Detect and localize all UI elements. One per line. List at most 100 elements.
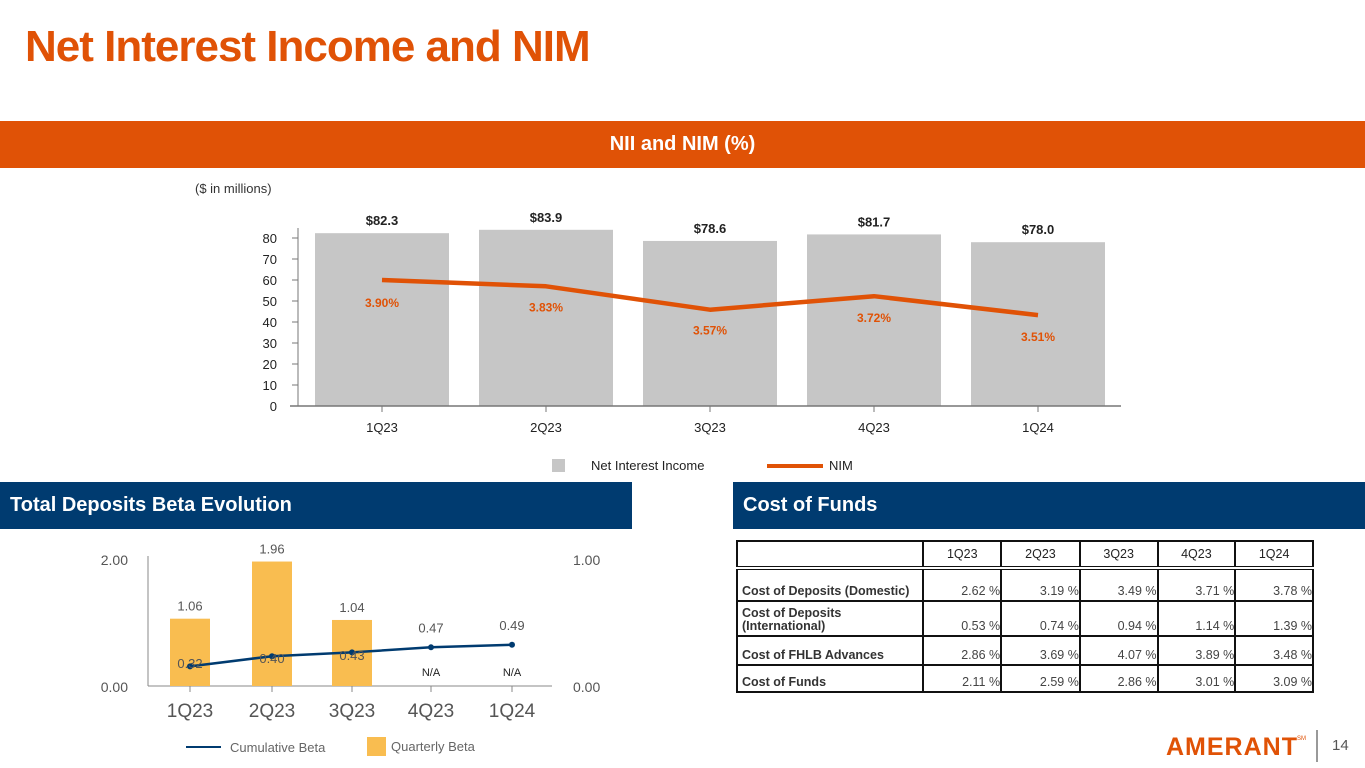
beta-section-header: Total Deposits Beta Evolution xyxy=(0,482,632,529)
cumulative-beta-point xyxy=(349,649,355,656)
y-tick-label: 40 xyxy=(263,315,277,330)
column-header: 2Q23 xyxy=(1000,540,1081,570)
y-tick-label: 10 xyxy=(263,378,277,393)
cell-value: 4.07 % xyxy=(1078,635,1159,666)
x-tick-label: 4Q23 xyxy=(858,420,890,435)
y-tick-label: 30 xyxy=(263,336,277,351)
cumulative-beta-label: 0.47 xyxy=(418,620,443,635)
row-label: Cost of Funds xyxy=(735,664,925,693)
legend-swatch-nii xyxy=(552,459,565,472)
column-header: 1Q23 xyxy=(922,540,1003,570)
table-row: Cost of FHLB Advances 2.86 % 3.69 % 4.07… xyxy=(735,635,1314,666)
cumulative-beta-label: 0.49 xyxy=(499,618,524,633)
page-title: Net Interest Income and NIM xyxy=(25,22,591,71)
cof-section-header: Cost of Funds xyxy=(733,482,1365,529)
x-tick-label: 3Q23 xyxy=(329,701,375,722)
y-tick-label: 20 xyxy=(263,357,277,372)
cell-value: 3.89 % xyxy=(1156,635,1237,666)
amerant-logo: AMERANT xyxy=(1166,733,1298,761)
nii-data-label: $83.9 xyxy=(530,210,563,225)
quarterly-beta-label: N/A xyxy=(503,667,522,679)
y-tick-label: 70 xyxy=(263,252,277,267)
footer-divider xyxy=(1316,730,1318,762)
quarterly-beta-bar xyxy=(252,561,292,686)
cumulative-beta-point xyxy=(269,653,275,660)
quarterly-beta-label: 1.06 xyxy=(177,599,202,614)
cell-value: 2.11 % xyxy=(922,664,1003,693)
table-row: Cost of Deposits (International) 0.53 % … xyxy=(735,600,1314,637)
nim-line xyxy=(381,277,1039,318)
cell-value: 3.19 % xyxy=(1000,567,1081,602)
cell-value: 3.49 % xyxy=(1078,567,1159,602)
table-row: Cost of Deposits (Domestic) 2.62 % 3.19 … xyxy=(735,567,1314,602)
x-tick-label: 3Q23 xyxy=(694,420,726,435)
legend-label-nii: Net Interest Income xyxy=(591,458,705,473)
cell-value: 2.86 % xyxy=(1078,664,1159,693)
page-number: 14 xyxy=(1332,737,1349,754)
y-tick-label: 80 xyxy=(263,231,277,246)
legend-label-quarterly-beta: Quarterly Beta xyxy=(391,739,475,754)
quarterly-beta-bar xyxy=(170,618,210,686)
cell-value: 0.53 % xyxy=(922,600,1003,637)
table-header-row: 1Q23 2Q23 3Q23 4Q23 1Q24 xyxy=(735,540,1314,570)
legend-label-nim: NIM xyxy=(829,458,853,473)
x-tick-label: 1Q23 xyxy=(366,420,398,435)
table-row: Cost of Funds 2.11 % 2.59 % 2.86 % 3.01 … xyxy=(735,664,1314,693)
nii-data-label: $78.6 xyxy=(694,221,727,236)
nii-data-label: $78.0 xyxy=(1022,222,1055,237)
cell-value: 1.39 % xyxy=(1234,600,1314,637)
row-label: Cost of Deposits (Domestic) xyxy=(735,567,925,602)
x-tick-label: 4Q23 xyxy=(408,701,454,722)
nii-section-header: NII and NIM (%) xyxy=(0,121,1365,168)
nii-data-label: $81.7 xyxy=(858,214,891,229)
column-header xyxy=(735,540,925,570)
x-tick-label: 1Q24 xyxy=(1022,420,1054,435)
x-tick-label: 1Q23 xyxy=(167,701,213,722)
x-tick-label: 2Q23 xyxy=(249,701,295,722)
column-header: 1Q24 xyxy=(1234,540,1314,570)
cumulative-beta-label: 0.40 xyxy=(259,651,284,666)
cell-value: 1.14 % xyxy=(1156,600,1237,637)
y-tick-label: 60 xyxy=(263,273,277,288)
x-tick-label: 2Q23 xyxy=(530,420,562,435)
cumulative-beta-label: 0.32 xyxy=(177,656,202,671)
nii-bar xyxy=(479,229,613,406)
cell-value: 3.01 % xyxy=(1156,664,1237,693)
left-y-tick-label: 0.00 xyxy=(101,679,128,695)
legend-swatch-cumulative-beta xyxy=(186,746,221,748)
cell-value: 0.94 % xyxy=(1078,600,1159,637)
service-mark: SM xyxy=(1297,736,1306,742)
column-header: 4Q23 xyxy=(1156,540,1237,570)
nim-data-label: 3.90% xyxy=(365,296,399,310)
left-y-tick-label: 2.00 xyxy=(101,552,128,568)
cell-value: 3.78 % xyxy=(1234,567,1314,602)
nim-data-label: 3.57% xyxy=(693,324,727,338)
cell-value: 3.09 % xyxy=(1234,664,1314,693)
y-tick-label: 0 xyxy=(270,399,277,414)
cell-value: 3.71 % xyxy=(1156,567,1237,602)
nii-bar xyxy=(643,240,777,406)
nii-bar xyxy=(315,233,449,406)
quarterly-beta-label: 1.96 xyxy=(259,542,284,557)
cell-value: 2.59 % xyxy=(1000,664,1081,693)
legend-swatch-nim xyxy=(767,464,823,468)
cost-of-funds-table: 1Q23 2Q23 3Q23 4Q23 1Q24 Cost of Deposit… xyxy=(735,540,1314,693)
units-note: ($ in millions) xyxy=(195,181,272,196)
cumulative-beta-point xyxy=(428,644,434,651)
quarterly-beta-label: 1.04 xyxy=(339,600,364,615)
cell-value: 0.74 % xyxy=(1000,600,1081,637)
quarterly-beta-label: N/A xyxy=(422,667,441,679)
cumulative-beta-point xyxy=(509,641,515,648)
right-y-tick-label: 0.00 xyxy=(573,679,600,695)
row-label: Cost of Deposits (International) xyxy=(735,600,925,637)
nii-bar xyxy=(807,234,941,406)
cumulative-beta-label: 0.43 xyxy=(339,648,364,663)
cumulative-beta-point xyxy=(187,663,193,670)
legend-label-cumulative-beta: Cumulative Beta xyxy=(230,740,326,755)
x-tick-label: 1Q24 xyxy=(489,701,536,722)
column-header: 3Q23 xyxy=(1078,540,1159,570)
nii-bar xyxy=(971,242,1105,406)
row-label: Cost of FHLB Advances xyxy=(735,635,925,666)
